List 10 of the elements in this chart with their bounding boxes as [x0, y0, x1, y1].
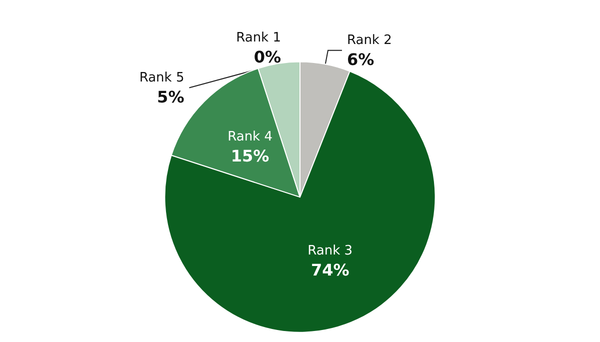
category-label: Rank 1 — [236, 30, 281, 46]
data-label: 6% — [346, 50, 374, 69]
data-label: 15% — [230, 146, 270, 166]
slice-label: Rank 4 — [228, 130, 272, 145]
slice-label: Rank 5 — [139, 70, 184, 86]
data-label: 74% — [310, 260, 350, 280]
slice-label: Rank 3 — [308, 244, 353, 258]
slice-label: Rank 2 — [346, 32, 392, 48]
data-label: 5% — [157, 87, 184, 106]
text: 0% — [254, 47, 281, 66]
